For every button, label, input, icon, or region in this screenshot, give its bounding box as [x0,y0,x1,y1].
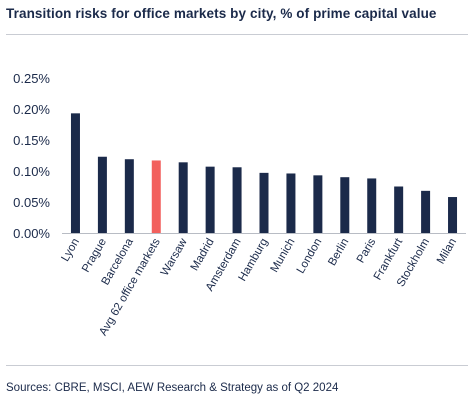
bar [340,177,350,233]
bar [232,167,242,233]
x-tick-label: Warsaw [159,236,190,278]
source-divider [6,365,468,366]
x-tick-label: London [295,237,325,276]
bar [124,159,134,233]
x-tick-label: Berlin [326,237,351,268]
x-tick-label: Munich [269,237,298,275]
bar [394,186,404,233]
x-tick-label: Prague [80,237,109,275]
bar-average [151,160,161,233]
y-tick-label: 0.10% [13,164,50,179]
x-tick-label: Madrid [189,237,217,273]
chart-title: Transition risks for office markets by c… [6,6,437,21]
bar-chart: 0.00% 0.05% 0.10% 0.15% 0.20% 0.25% LyonPrague… [13,71,466,338]
bar [286,173,296,233]
source-note: Sources: CBRE, MSCI, AEW Research & Stra… [6,382,339,394]
bar [205,166,215,233]
bar [448,197,458,233]
bar [313,175,323,233]
bar [259,172,269,233]
y-tick-label: 0.00% [13,226,50,241]
x-tick-label: Lyon [59,237,82,264]
y-tick-label: 0.15% [13,133,50,148]
bar [178,162,188,233]
bar [70,113,80,233]
x-tick-label: Milan [435,237,459,267]
y-tick-label: 0.20% [13,102,50,117]
bar [367,178,377,233]
x-tick-label: Paris [355,236,379,265]
bar [97,156,107,233]
bar [421,190,431,233]
title-divider [6,34,468,35]
y-tick-label: 0.25% [13,71,50,86]
y-tick-label: 0.05% [13,195,50,210]
